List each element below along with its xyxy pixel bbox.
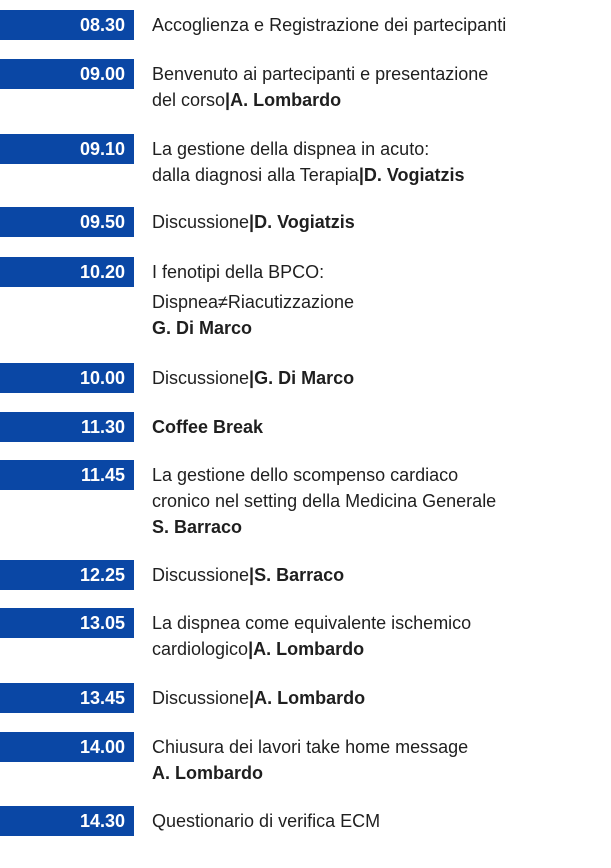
time-badge: 10.00: [0, 363, 134, 393]
session-line: Discussione|A. Lombardo: [152, 685, 602, 711]
session-content: I fenotipi della BPCO: Dispnea≠Riacutizza…: [152, 259, 602, 341]
separator: |: [249, 565, 255, 585]
time-badge: 10.20: [0, 257, 134, 287]
session-content: Coffee Break: [152, 414, 602, 440]
session-line: La gestione dello scompenso cardiaco: [152, 462, 602, 488]
time-badge: 08.30: [0, 10, 134, 40]
speaker-name: D. Vogiatzis: [363, 165, 465, 185]
session-content: La gestione della dispnea in acuto: dalla…: [152, 136, 602, 188]
time-badge: 14.30: [0, 806, 134, 836]
session-text: Questionario di verifica ECM: [152, 811, 381, 831]
time-badge: 13.05: [0, 608, 134, 638]
session-text: Discussione: [152, 368, 250, 388]
session-text: Discussione: [152, 212, 250, 232]
separator: |: [249, 212, 255, 232]
session-line: Discussione|G. Di Marco: [152, 365, 602, 391]
session-content: Discussione|D. Vogiatzis: [152, 209, 602, 235]
speaker-name: D. Vogiatzis: [254, 212, 355, 232]
speaker-name: G. Di Marco: [152, 318, 253, 338]
session-text: Dispnea≠Riacutizzazione: [152, 292, 354, 312]
session-line: La gestione della dispnea in acuto:: [152, 136, 602, 162]
session-line: Benvenuto ai partecipanti e presentazion…: [152, 61, 602, 87]
separator: |: [225, 90, 231, 110]
speaker-name: S. Barraco: [254, 565, 345, 585]
speaker-name: Coffee Break: [152, 417, 264, 437]
session-line: cronico nel setting della Medicina Gener…: [152, 488, 602, 514]
session-text: La dispnea come equivalente ischemico: [152, 613, 472, 633]
session-content: Chiusura dei lavori take home message A. …: [152, 734, 602, 786]
session-text: dalla diagnosi alla Terapia: [152, 165, 359, 185]
session-text: del corso: [152, 90, 226, 110]
session-text: Discussione: [152, 688, 250, 708]
session-line: S. Barraco: [152, 514, 602, 540]
speaker-name: A. Lombardo: [253, 639, 365, 659]
speaker-name: A. Lombardo: [152, 763, 263, 783]
session-text: Chiusura dei lavori take home message: [152, 737, 469, 757]
session-line: Discussione|S. Barraco: [152, 562, 602, 588]
time-badge: 12.25: [0, 560, 134, 590]
session-text: Discussione: [152, 565, 250, 585]
session-content: La dispnea come equivalente ischemico car…: [152, 610, 602, 662]
session-text: Benvenuto ai partecipanti e presentazion…: [152, 64, 489, 84]
speaker-name: A. Lombardo: [254, 688, 366, 708]
session-content: Accoglienza e Registrazione dei partecip…: [152, 12, 602, 38]
session-text: cardiologico: [152, 639, 249, 659]
session-text: La gestione della dispnea in acuto:: [152, 139, 430, 159]
session-text: Accoglienza e Registrazione dei partecip…: [152, 15, 507, 35]
session-line: Discussione|D. Vogiatzis: [152, 209, 602, 235]
time-badge: 09.00: [0, 59, 134, 89]
session-content: Discussione|G. Di Marco: [152, 365, 602, 391]
session-line: A. Lombardo: [152, 760, 602, 786]
session-content: Benvenuto ai partecipanti e presentazion…: [152, 61, 602, 113]
session-content: Discussione|S. Barraco: [152, 562, 602, 588]
session-line: Accoglienza e Registrazione dei partecip…: [152, 12, 602, 38]
separator: |: [248, 639, 254, 659]
time-badge: 09.50: [0, 207, 134, 237]
separator: |: [249, 368, 255, 388]
session-line: G. Di Marco: [152, 315, 602, 341]
session-text: cronico nel setting della Medicina Gener…: [152, 491, 497, 511]
session-line: Coffee Break: [152, 414, 602, 440]
session-line: dalla diagnosi alla Terapia|D. Vogiatzis: [152, 162, 602, 188]
separator: |: [358, 165, 364, 185]
time-badge: 14.00: [0, 732, 134, 762]
time-badge: 13.45: [0, 683, 134, 713]
session-line: del corso|A. Lombardo: [152, 87, 602, 113]
session-line: cardiologico|A. Lombardo: [152, 636, 602, 662]
session-line: Dispnea≠Riacutizzazione: [152, 289, 602, 315]
time-badge: 09.10: [0, 134, 134, 164]
session-line: Chiusura dei lavori take home message: [152, 734, 602, 760]
session-line: La dispnea come equivalente ischemico: [152, 610, 602, 636]
session-text: La gestione dello scompenso cardiaco: [152, 465, 459, 485]
speaker-name: G. Di Marco: [254, 368, 355, 388]
session-content: Discussione|A. Lombardo: [152, 685, 602, 711]
speaker-name: A. Lombardo: [230, 90, 342, 110]
session-line: Questionario di verifica ECM: [152, 808, 602, 834]
time-badge: 11.45: [0, 460, 134, 490]
speaker-name: S. Barraco: [152, 517, 243, 537]
session-content: Questionario di verifica ECM: [152, 808, 602, 834]
separator: |: [249, 688, 255, 708]
session-content: La gestione dello scompenso cardiaco cron…: [152, 462, 602, 540]
session-line: I fenotipi della BPCO:: [152, 259, 602, 285]
session-text: I fenotipi della BPCO:: [152, 262, 325, 282]
time-badge: 11.30: [0, 412, 134, 442]
